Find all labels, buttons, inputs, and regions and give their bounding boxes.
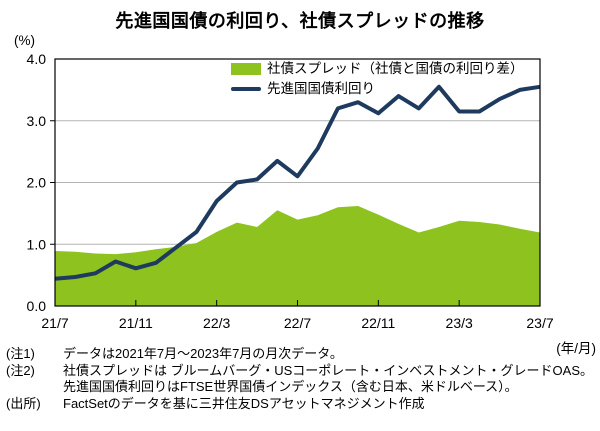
note-text: FactSetのデータを基に三井住友DSアセットマネジメント作成 (63, 395, 425, 411)
legend: 社債スプレッド（社債と国債の利回り差） 先進国国債利回り (231, 61, 524, 97)
spread-area (55, 206, 540, 306)
x-tick-label: 21/11 (119, 315, 153, 331)
x-tick-label: 22/7 (284, 315, 311, 331)
legend-yield-label: 先進国国債利回り (267, 81, 375, 96)
note-label: (注2) (6, 362, 35, 378)
x-tick-label: 22/3 (203, 315, 230, 331)
legend-item-spread: 社債スプレッド（社債と国債の利回り差） (231, 61, 524, 77)
y-tick-label: 2.0 (27, 175, 47, 191)
note-label: (注1) (6, 346, 35, 361)
yield-line (54, 84, 541, 281)
page-title: 先進国国債の利回り、社債スプレッドの推移 (115, 11, 485, 31)
note-label (6, 379, 63, 396)
note-line: (注1) データは2021年7月～2023年7月の月次データ。 (6, 346, 596, 363)
legend-spread-label: 社債スプレッド（社債と国債の利回り差） (267, 61, 524, 76)
x-axis-unit-label: (年/月) (556, 341, 596, 356)
note-line: (出所) FactSetのデータを基に三井住友DSアセットマネジメント作成 (6, 396, 596, 413)
legend-item-yield: 先進国国債利回り (231, 81, 524, 97)
note-text: 社債スプレッドは ブルームバーグ・USコーポレート・インベストメント・グレードO… (63, 362, 593, 378)
spread-swatch-icon (231, 63, 261, 75)
x-tick-label: 21/7 (41, 315, 68, 331)
yield-swatch-icon (231, 87, 261, 91)
note-line: (注2) 社債スプレッドは ブルームバーグ・USコーポレート・インベストメント・… (6, 363, 596, 380)
plot-area: 21/7 21/11 22/3 22/7 22/11 23/3 23/7 0.0 1.0 2.0 3… (27, 51, 554, 331)
y-tick-label: 0.0 (27, 298, 47, 314)
y-tick-label: 4.0 (27, 51, 47, 67)
x-tick-label: 23/7 (526, 315, 553, 331)
note-label: (出所) (6, 395, 41, 411)
note-text: データは2021年7月～2023年7月の月次データ。 (63, 346, 343, 361)
y-axis-unit-label: (%) (14, 33, 35, 48)
y-tick-label: 3.0 (27, 113, 47, 129)
note-line: 先進国国債利回りはFTSE世界国債インデックス（含む日本、米ドルベース）。 (6, 379, 596, 396)
x-tick-label: 22/11 (361, 315, 395, 331)
note-text: 先進国国債利回りはFTSE世界国債インデックス（含む日本、米ドルベース）。 (63, 379, 518, 394)
x-tick-label: 23/3 (446, 315, 473, 331)
y-tick-label: 1.0 (27, 236, 47, 252)
footnotes: (注1) データは2021年7月～2023年7月の月次データ。 (注2) 社債ス… (6, 346, 596, 412)
